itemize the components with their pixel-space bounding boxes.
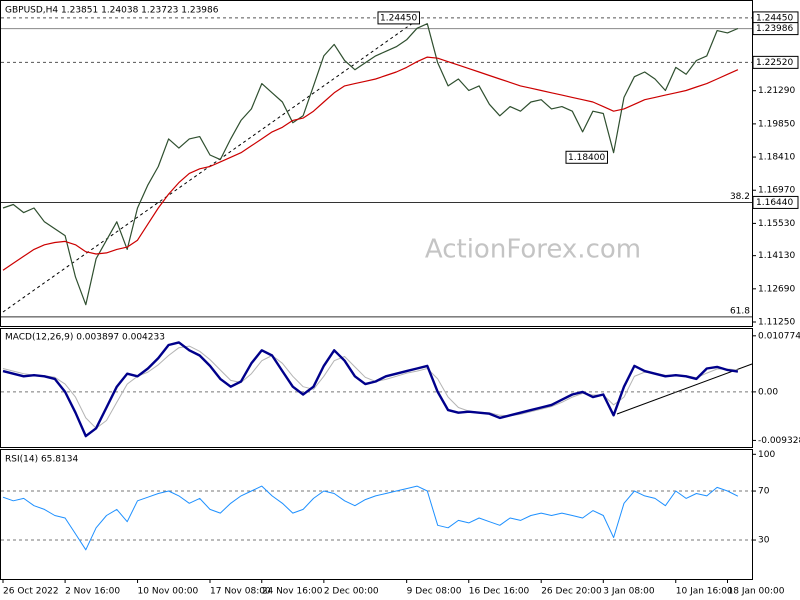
x-tick-label: 16 Dec 16:00 [469,587,530,597]
macd-panel [0,328,753,448]
axis-label: 1.24450 [756,13,793,23]
y-tick-label: 70 [758,487,770,497]
axis-label: 1.16440 [756,198,793,208]
x-tick-label: 3 Jan 08:00 [603,587,655,597]
rsi-title: RSI(14) 65.8134 [5,455,78,465]
axis-label: 1.22520 [756,58,793,68]
y-tick-label: -0.009328 [758,436,800,446]
y-tick-label: 100 [758,450,775,460]
y-tick-label: 1.21290 [758,86,795,96]
series-line [2,485,739,551]
y-tick-label: 0.010774 [758,331,800,341]
fib-label: 38.2 [730,192,750,202]
axis-label-box [752,55,799,69]
x-tick-label: 9 Dec 08:00 [407,587,462,597]
series-line [2,23,739,306]
x-tick-label: 17 Nov 08:00 [210,587,271,597]
macd-trend-line [616,363,753,415]
callout-box [565,150,608,164]
x-tick-label: 26 Dec 20:00 [541,587,602,597]
y-tick-label: 30 [758,536,770,546]
x-tick-label: 10 Nov 00:00 [138,587,199,597]
axis-label-box [752,195,799,209]
fib-label: 61.8 [730,306,750,316]
x-tick-label: 24 Nov 16:00 [262,587,323,597]
x-tick-label: 26 Oct 2022 [3,587,59,597]
callout-box [377,11,420,25]
y-tick-label: 1.14130 [758,251,795,261]
callout-label: 1.18400 [568,153,605,163]
y-tick-label: 1.18410 [758,153,795,163]
series-line [2,345,738,429]
callout-label: 1.24450 [380,13,417,23]
x-tick-label: 2 Nov 16:00 [65,587,120,597]
y-tick-label: 1.11250 [758,318,795,328]
price-panel [0,0,753,327]
y-tick-label: 1.12690 [758,284,795,294]
price-title: GBPUSD,H4 1.23851 1.24038 1.23723 1.2398… [5,6,219,16]
series-line [2,341,739,438]
axis-label: 1.23986 [756,24,793,34]
axis-label-box [752,22,799,36]
y-tick-label: 1.19850 [758,119,795,129]
watermark: ActionForex.com [425,235,641,265]
x-tick-label: 10 Jan 16:00 [676,587,733,597]
macd-title: MACD(12,26,9) 0.003897 0.004233 [5,333,165,343]
y-tick-label: 1.16970 [758,186,795,196]
y-tick-label: 0.00 [758,387,778,397]
series-line [2,56,739,271]
y-tick-label: 1.15530 [758,219,795,229]
rsi-panel [0,449,753,580]
x-tick-label: 2 Dec 00:00 [324,587,379,597]
x-tick-label: 18 Jan 00:00 [728,587,785,597]
